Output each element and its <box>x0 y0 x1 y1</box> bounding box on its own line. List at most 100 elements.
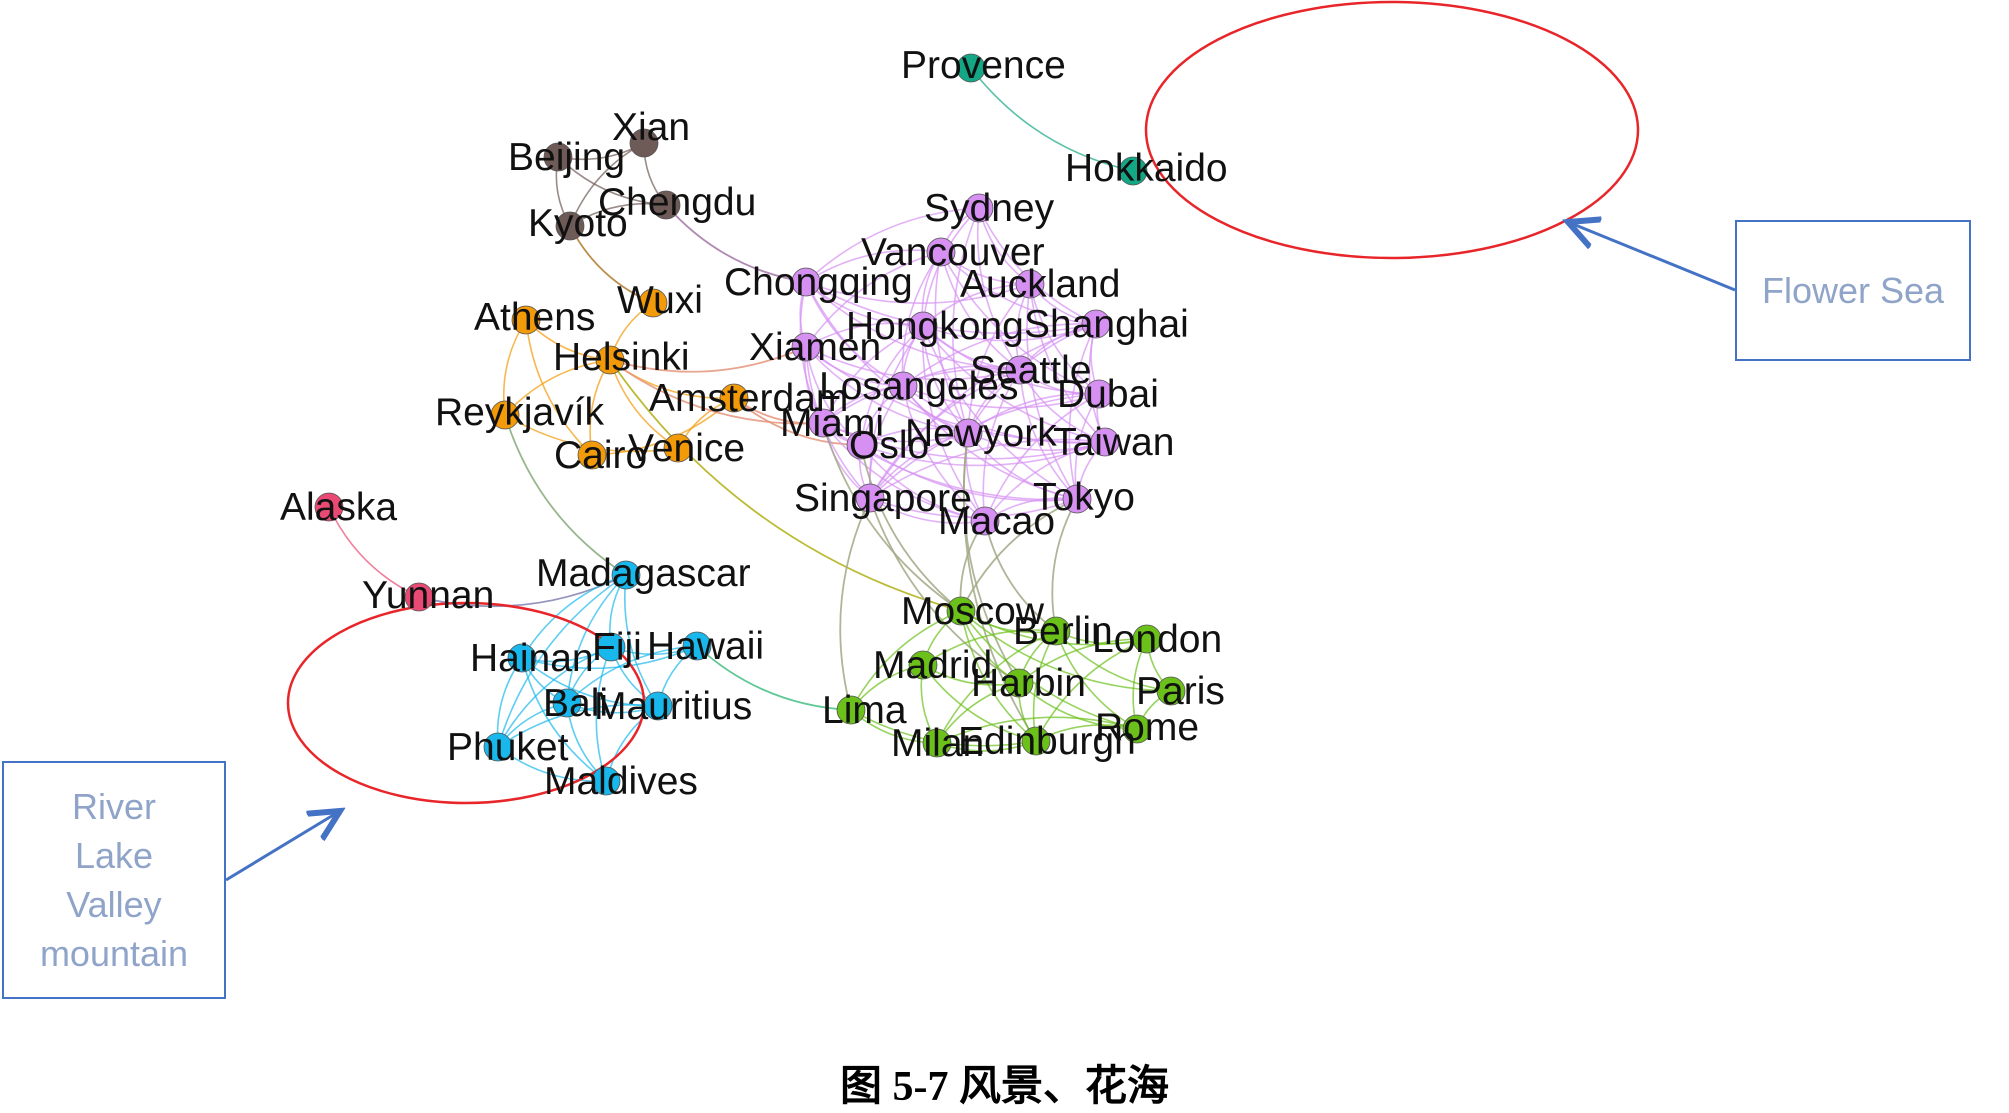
edge-berlin-rome <box>1055 630 1138 730</box>
node-label-london: London <box>1092 618 1222 661</box>
node-label-newyork: Newyork <box>905 412 1057 455</box>
edge-singapore-harbin <box>869 497 1020 684</box>
edge-helsinki-xiamen <box>609 346 807 373</box>
edge-hainan-maldives <box>521 657 607 782</box>
edge-vancouver-chongqing <box>805 249 942 283</box>
node-label-madrid: Madrid <box>873 644 992 687</box>
edge-auckland-taiwan <box>1029 283 1106 443</box>
node-label-seattle: Seattle <box>970 349 1091 392</box>
flower-sea-ellipse <box>1144 0 1640 260</box>
edge-chengdu-chongqing <box>665 204 807 283</box>
edge-sydney-newyork <box>952 207 980 434</box>
node-dubai <box>1084 379 1114 409</box>
node-label-auckland: Auckland <box>960 263 1120 306</box>
node-hokkaido <box>1118 156 1148 186</box>
edge-auckland-tokyo <box>1026 283 1078 500</box>
edge-moscow-paris <box>960 610 1172 692</box>
flower-sea-arrow <box>1568 222 1736 292</box>
node-kyoto <box>555 211 585 241</box>
edge-hainan-hawaii <box>521 645 698 670</box>
node-label-tokyo: Tokyo <box>1033 476 1135 519</box>
edge-taiwan-macao <box>984 441 1106 522</box>
node-hawaii <box>682 631 712 661</box>
node-maldives <box>591 766 621 796</box>
node-wuxi <box>638 288 668 318</box>
edge-auckland-dubai <box>1029 283 1100 395</box>
node-label-milan: Milan <box>891 722 984 765</box>
node-amsterdam <box>719 383 749 413</box>
edge-hawaii-bali <box>566 645 698 704</box>
edge-vancouver-seattle <box>940 251 1021 371</box>
callout-line: Lake <box>74 835 154 876</box>
node-label-miami: Miami <box>780 402 884 445</box>
node-madagascar <box>611 560 641 590</box>
edge-london-harbin <box>1018 638 1148 684</box>
river-lake-arrow <box>225 811 340 882</box>
node-xian <box>629 128 659 158</box>
edge-tokyo-berlin <box>1051 498 1078 632</box>
edge-newyork-tokyo <box>967 432 1078 500</box>
node-shanghai <box>1081 309 1111 339</box>
node-bali <box>552 688 582 718</box>
node-chongqing <box>791 267 821 297</box>
edge-madagascar-mauritius <box>623 574 659 707</box>
edge-sydney-chongqing <box>805 207 980 283</box>
node-label-shanghai: Shanghai <box>1024 303 1189 346</box>
node-milan <box>922 728 952 758</box>
edge-hawaii-lima <box>696 645 852 711</box>
node-losangeles <box>888 371 918 401</box>
edge-shanghai-tokyo <box>1068 323 1097 500</box>
node-label-losangeles: Losangeles <box>819 365 1019 408</box>
edge-shanghai-losangeles <box>902 323 1097 387</box>
node-taiwan <box>1090 427 1120 457</box>
edge-singapore-lima <box>839 497 871 711</box>
node-hainan <box>507 643 537 673</box>
node-label-xian: Xian <box>612 106 690 149</box>
edge-amsterdam-oslo <box>733 397 862 446</box>
node-newyork <box>953 418 983 448</box>
node-sydney <box>964 193 994 223</box>
node-fiji <box>596 632 626 662</box>
node-provence <box>956 53 986 83</box>
edge-berlin-milan <box>936 630 1057 744</box>
edge-shanghai-singapore <box>869 323 1097 499</box>
edge-dubai-newyork <box>967 392 1100 434</box>
node-label-reykjavik: Reykjavík <box>435 391 605 434</box>
edge-vancouver-losangeles <box>901 251 942 387</box>
node-label-kyoto: Kyoto <box>528 202 628 245</box>
callout-line: mountain <box>39 933 189 974</box>
node-madrid <box>908 650 938 680</box>
node-seattle <box>1005 355 1035 385</box>
node-label-berlin: Berlin <box>1013 610 1113 653</box>
edge-vancouver-shanghai <box>940 251 1097 325</box>
edge-alaska-yunnan <box>328 506 420 598</box>
node-label-athens: Athens <box>474 296 595 339</box>
edge-fiji-phuket <box>497 646 612 748</box>
flower-sea-callout-text: Flower Sea <box>1761 270 1945 311</box>
node-label-amsterdam: Amsterdam <box>649 377 848 420</box>
edge-auckland-newyork <box>967 283 1031 434</box>
edge-macao-berlin <box>984 520 1057 632</box>
node-phuket <box>483 732 513 762</box>
node-label-hokkaido: Hokkaido <box>1065 147 1228 190</box>
node-label-moscow: Moscow <box>901 590 1045 633</box>
river-lake-callout: River Lake Valley mountain <box>2 761 226 999</box>
edge-oslo-moscow <box>860 444 962 612</box>
node-label-dubai: Dubai <box>1057 373 1159 416</box>
node-label-paris: Paris <box>1136 670 1225 713</box>
node-hongkong <box>908 311 938 341</box>
edge-moscow-edinburgh <box>960 610 1037 742</box>
node-london <box>1132 624 1162 654</box>
edge-helsinki-miami <box>609 359 824 425</box>
node-label-harbin: Harbin <box>971 662 1086 705</box>
edge-berlin-madrid <box>922 629 1057 666</box>
nodes-layer <box>314 53 1186 796</box>
node-xiamen <box>791 332 821 362</box>
node-label-venice: Venice <box>628 427 745 470</box>
node-label-mauritius: Mauritius <box>594 685 752 728</box>
node-lima <box>836 695 866 725</box>
node-label-madagascar: Madagascar <box>536 552 751 595</box>
node-venice <box>663 433 693 463</box>
